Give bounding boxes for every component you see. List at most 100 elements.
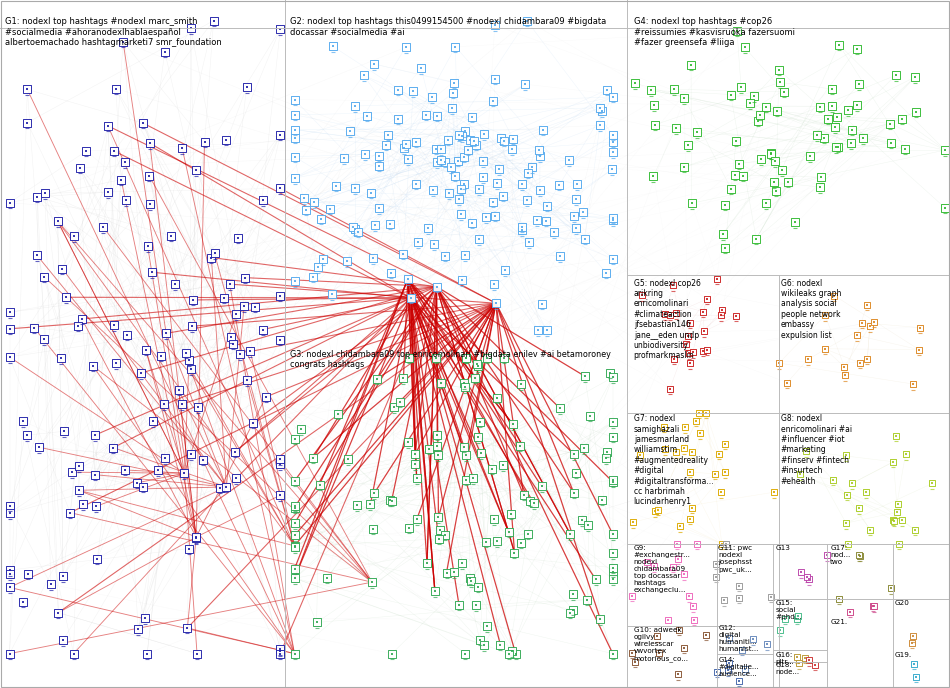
Point bbox=[514, 225, 529, 236]
Point bbox=[471, 184, 486, 195]
Point bbox=[671, 553, 686, 564]
Point bbox=[87, 429, 103, 440]
Point bbox=[689, 132, 704, 143]
Point bbox=[437, 250, 452, 261]
Point bbox=[183, 28, 199, 39]
Point bbox=[458, 255, 473, 266]
Point bbox=[709, 559, 724, 570]
Point bbox=[370, 378, 385, 389]
Point bbox=[467, 372, 483, 383]
Point bbox=[908, 111, 923, 122]
Point bbox=[709, 559, 724, 570]
Point bbox=[593, 619, 608, 630]
Point bbox=[849, 105, 865, 116]
Point bbox=[88, 501, 104, 512]
Point bbox=[791, 658, 807, 669]
Point bbox=[689, 415, 704, 426]
Point bbox=[56, 426, 71, 437]
Point bbox=[709, 571, 724, 582]
Point bbox=[363, 499, 378, 510]
Point bbox=[117, 162, 132, 173]
Point bbox=[70, 321, 86, 332]
Point bbox=[764, 591, 779, 602]
Point bbox=[431, 512, 446, 523]
Point bbox=[401, 442, 416, 453]
Point bbox=[526, 498, 542, 509]
Point bbox=[682, 363, 697, 374]
Point bbox=[863, 326, 878, 337]
Point bbox=[287, 502, 302, 513]
Point bbox=[441, 134, 456, 145]
Point bbox=[644, 85, 659, 96]
Point bbox=[314, 219, 329, 230]
Point bbox=[245, 423, 260, 434]
Point bbox=[598, 273, 614, 284]
Point bbox=[350, 226, 365, 237]
Point bbox=[294, 424, 309, 435]
Point bbox=[695, 345, 711, 356]
Point bbox=[667, 84, 682, 95]
Point bbox=[429, 429, 445, 440]
Point bbox=[605, 152, 620, 163]
Point bbox=[306, 197, 321, 208]
Point bbox=[546, 232, 561, 243]
Point bbox=[55, 635, 70, 646]
Point bbox=[431, 533, 446, 544]
Point bbox=[886, 515, 902, 526]
Point bbox=[888, 430, 903, 441]
Point bbox=[693, 433, 708, 444]
Point bbox=[721, 638, 736, 649]
Point bbox=[175, 398, 190, 409]
Point bbox=[732, 585, 747, 596]
Point bbox=[493, 133, 508, 144]
Point bbox=[181, 355, 197, 366]
Point bbox=[465, 117, 480, 128]
Point bbox=[464, 581, 479, 592]
Point bbox=[273, 464, 288, 475]
Point bbox=[624, 596, 639, 607]
Point bbox=[763, 153, 778, 164]
Point bbox=[273, 459, 288, 470]
Point bbox=[171, 385, 186, 396]
Point bbox=[207, 253, 222, 264]
Point bbox=[562, 607, 578, 618]
Point bbox=[624, 590, 639, 601]
Point bbox=[459, 474, 474, 485]
Point bbox=[546, 226, 561, 237]
Point bbox=[287, 433, 302, 444]
Point bbox=[232, 349, 247, 360]
Point bbox=[682, 519, 697, 530]
Point bbox=[287, 132, 302, 143]
Point bbox=[408, 142, 424, 153]
Point bbox=[175, 398, 190, 409]
Point bbox=[837, 367, 852, 378]
Point bbox=[468, 139, 484, 150]
Point bbox=[390, 89, 405, 100]
Point bbox=[750, 116, 766, 127]
Point bbox=[273, 296, 288, 307]
Point bbox=[306, 197, 321, 208]
Point bbox=[117, 157, 132, 168]
Point bbox=[911, 344, 926, 355]
Point bbox=[851, 503, 866, 514]
Point bbox=[766, 177, 781, 188]
Point bbox=[605, 92, 620, 103]
Point bbox=[788, 217, 803, 228]
Point bbox=[605, 378, 620, 389]
Point bbox=[163, 230, 179, 241]
Point bbox=[662, 383, 677, 394]
Point bbox=[676, 574, 692, 585]
Point bbox=[513, 446, 528, 457]
Point bbox=[298, 204, 314, 215]
Point bbox=[496, 460, 511, 471]
Text: G13: G13 bbox=[775, 545, 790, 551]
Point bbox=[605, 534, 620, 545]
Point bbox=[605, 475, 620, 486]
Point bbox=[87, 469, 103, 480]
Point bbox=[678, 338, 694, 350]
Point bbox=[841, 544, 856, 555]
Point bbox=[142, 170, 157, 181]
Point bbox=[605, 220, 620, 231]
Point bbox=[197, 136, 212, 147]
Point bbox=[508, 648, 523, 659]
